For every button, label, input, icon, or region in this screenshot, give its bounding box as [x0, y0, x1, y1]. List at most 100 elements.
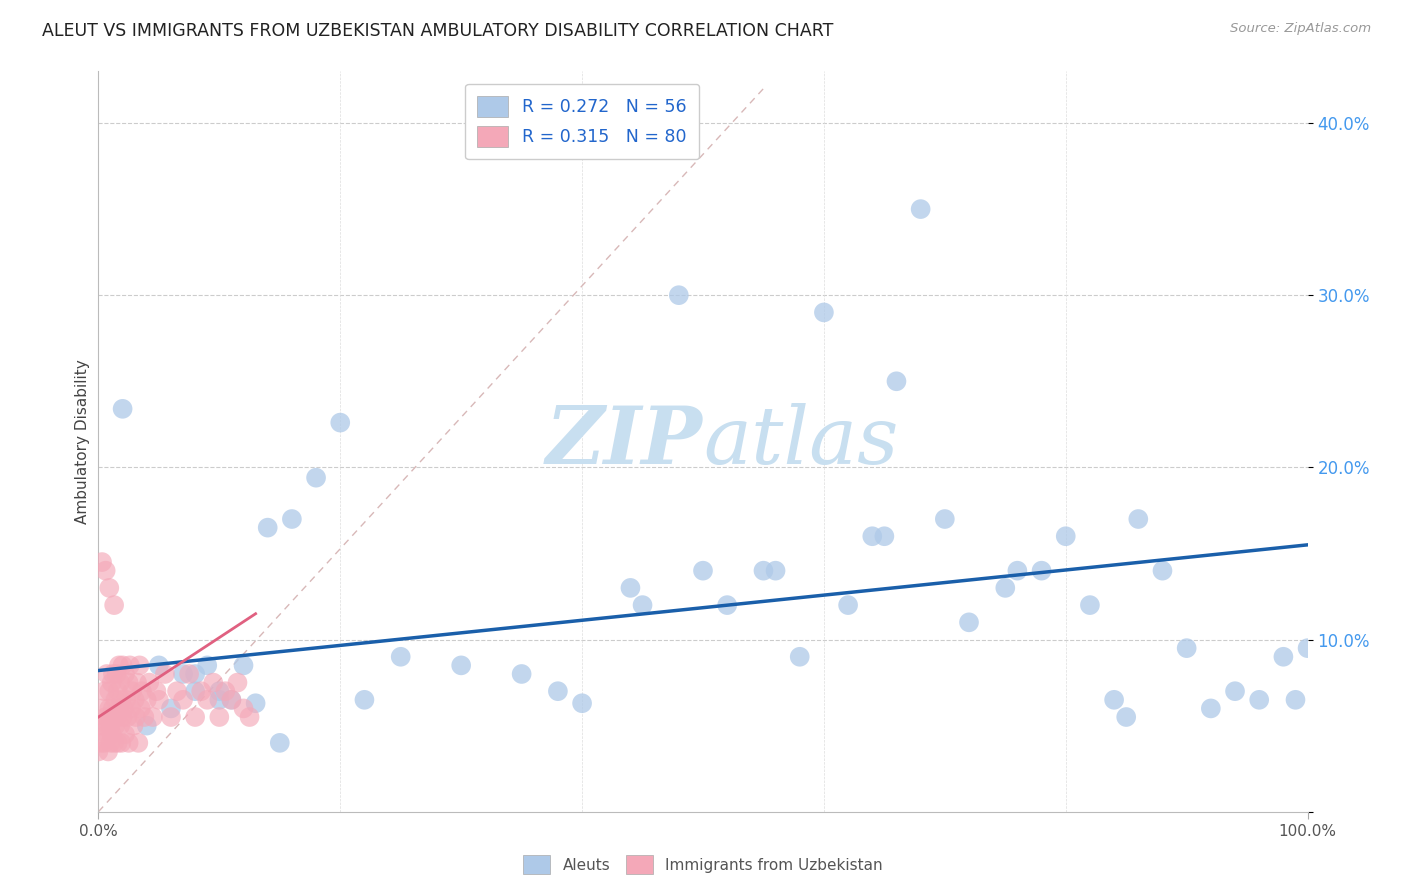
Point: [752, 564, 775, 578]
Point: [111, 710, 134, 724]
Point: [114, 667, 136, 681]
Text: Source: ZipAtlas.com: Source: ZipAtlas.com: [1230, 22, 1371, 36]
Point: [692, 564, 714, 578]
Point: [108, 718, 131, 732]
Point: [1007, 564, 1029, 578]
Point: [127, 675, 149, 690]
Point: [104, 693, 127, 707]
Point: [1199, 701, 1222, 715]
Point: [1031, 564, 1053, 578]
Point: [121, 684, 143, 698]
Point: [202, 675, 225, 690]
Point: [118, 675, 141, 690]
Point: [668, 288, 690, 302]
Point: [98, 701, 121, 715]
Point: [547, 684, 569, 698]
Point: [1152, 564, 1174, 578]
Point: [87, 744, 110, 758]
Point: [873, 529, 896, 543]
Point: [184, 710, 207, 724]
Point: [93, 684, 115, 698]
Point: [184, 667, 207, 681]
Point: [98, 684, 121, 698]
Point: [100, 718, 122, 732]
Point: [111, 658, 134, 673]
Point: [114, 727, 136, 741]
Point: [148, 693, 170, 707]
Point: [135, 693, 157, 707]
Point: [1102, 693, 1125, 707]
Point: [105, 667, 128, 681]
Point: [108, 701, 131, 715]
Y-axis label: Ambulatory Disability: Ambulatory Disability: [75, 359, 90, 524]
Point: [245, 696, 267, 710]
Point: [813, 305, 835, 319]
Point: [103, 710, 125, 724]
Point: [1054, 529, 1077, 543]
Point: [305, 471, 328, 485]
Point: [195, 693, 218, 707]
Point: [389, 649, 412, 664]
Point: [103, 598, 125, 612]
Point: [90, 736, 112, 750]
Point: [765, 564, 787, 578]
Point: [1223, 684, 1246, 698]
Point: [994, 581, 1017, 595]
Point: [104, 718, 127, 732]
Point: [510, 667, 533, 681]
Point: [232, 701, 254, 715]
Point: [619, 581, 641, 595]
Point: [153, 667, 176, 681]
Point: [571, 696, 593, 710]
Point: [122, 718, 145, 732]
Point: [111, 401, 134, 416]
Point: [115, 693, 138, 707]
Point: [195, 658, 218, 673]
Point: [100, 727, 122, 741]
Point: [221, 693, 243, 707]
Legend: Aleuts, Immigrants from Uzbekistan: Aleuts, Immigrants from Uzbekistan: [517, 849, 889, 880]
Point: [97, 744, 120, 758]
Point: [221, 693, 243, 707]
Point: [110, 693, 132, 707]
Point: [96, 727, 118, 741]
Point: [100, 736, 122, 750]
Point: [934, 512, 956, 526]
Point: [281, 512, 304, 526]
Point: [98, 581, 121, 595]
Point: [101, 701, 124, 715]
Point: [957, 615, 980, 630]
Point: [125, 710, 148, 724]
Point: [172, 693, 194, 707]
Point: [101, 667, 124, 681]
Point: [886, 374, 908, 388]
Point: [87, 718, 110, 732]
Point: [91, 701, 114, 715]
Point: [131, 684, 153, 698]
Point: [184, 684, 207, 698]
Point: [1175, 641, 1198, 656]
Point: [450, 658, 472, 673]
Point: [112, 701, 135, 715]
Point: [117, 710, 139, 724]
Point: [1284, 693, 1306, 707]
Point: [103, 736, 125, 750]
Point: [124, 693, 146, 707]
Point: [860, 529, 883, 543]
Point: [110, 736, 132, 750]
Point: [232, 658, 254, 673]
Point: [226, 675, 249, 690]
Point: [142, 710, 165, 724]
Point: [190, 684, 212, 698]
Point: [138, 675, 160, 690]
Point: [179, 667, 201, 681]
Point: [128, 658, 150, 673]
Point: [1078, 598, 1101, 612]
Point: [108, 658, 131, 673]
Point: [94, 710, 117, 724]
Point: [160, 701, 183, 715]
Point: [329, 416, 352, 430]
Point: [148, 658, 170, 673]
Point: [214, 684, 236, 698]
Point: [239, 710, 262, 724]
